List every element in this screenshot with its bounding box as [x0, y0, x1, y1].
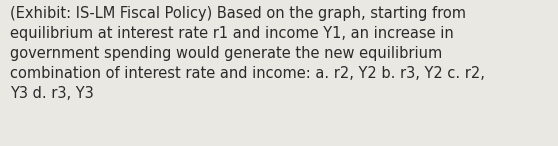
Text: (Exhibit: IS-LM Fiscal Policy) Based on the graph, starting from
equilibrium at : (Exhibit: IS-LM Fiscal Policy) Based on …: [10, 6, 485, 101]
